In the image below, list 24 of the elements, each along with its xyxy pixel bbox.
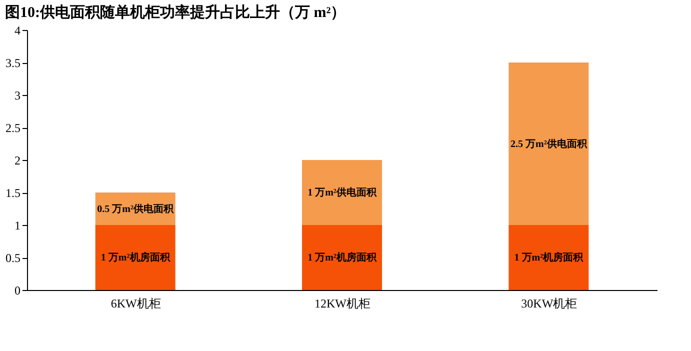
- y-tick-label: 2: [14, 154, 20, 168]
- x-tick-label: 30KW机柜: [521, 296, 578, 310]
- y-tick-label: 1: [14, 218, 20, 232]
- y-tick-label: 3.5: [6, 56, 20, 70]
- bar: [302, 160, 382, 225]
- x-tick-label: 12KW机柜: [314, 296, 370, 310]
- x-tick-label: 6KW机柜: [110, 296, 161, 310]
- bar: [508, 62, 589, 225]
- data-label: 2.5 万m²供电面积: [510, 138, 588, 150]
- data-label: 0.5 万m²供电面积: [97, 202, 174, 215]
- chart-title: 图10:供电面积随单机柜功率提升占比上升（万 m²）: [5, 3, 346, 21]
- y-tick-label: 0.5: [6, 251, 20, 265]
- data-label: 1 万m²供电面积: [308, 186, 378, 198]
- data-label: 1 万m²机房面积: [308, 252, 378, 264]
- y-tick-label: 1.5: [6, 186, 20, 200]
- bar: [508, 225, 589, 290]
- bar: [302, 225, 382, 290]
- data-label: 1 万m²机房面积: [100, 252, 171, 264]
- y-tick-label: 2.5: [6, 121, 20, 135]
- y-tick-label: 4: [14, 24, 20, 38]
- y-tick-label: 3: [14, 88, 20, 102]
- y-tick-label: 0: [14, 284, 20, 298]
- bar: [95, 225, 176, 290]
- data-label: 1 万m²机房面积: [514, 252, 584, 264]
